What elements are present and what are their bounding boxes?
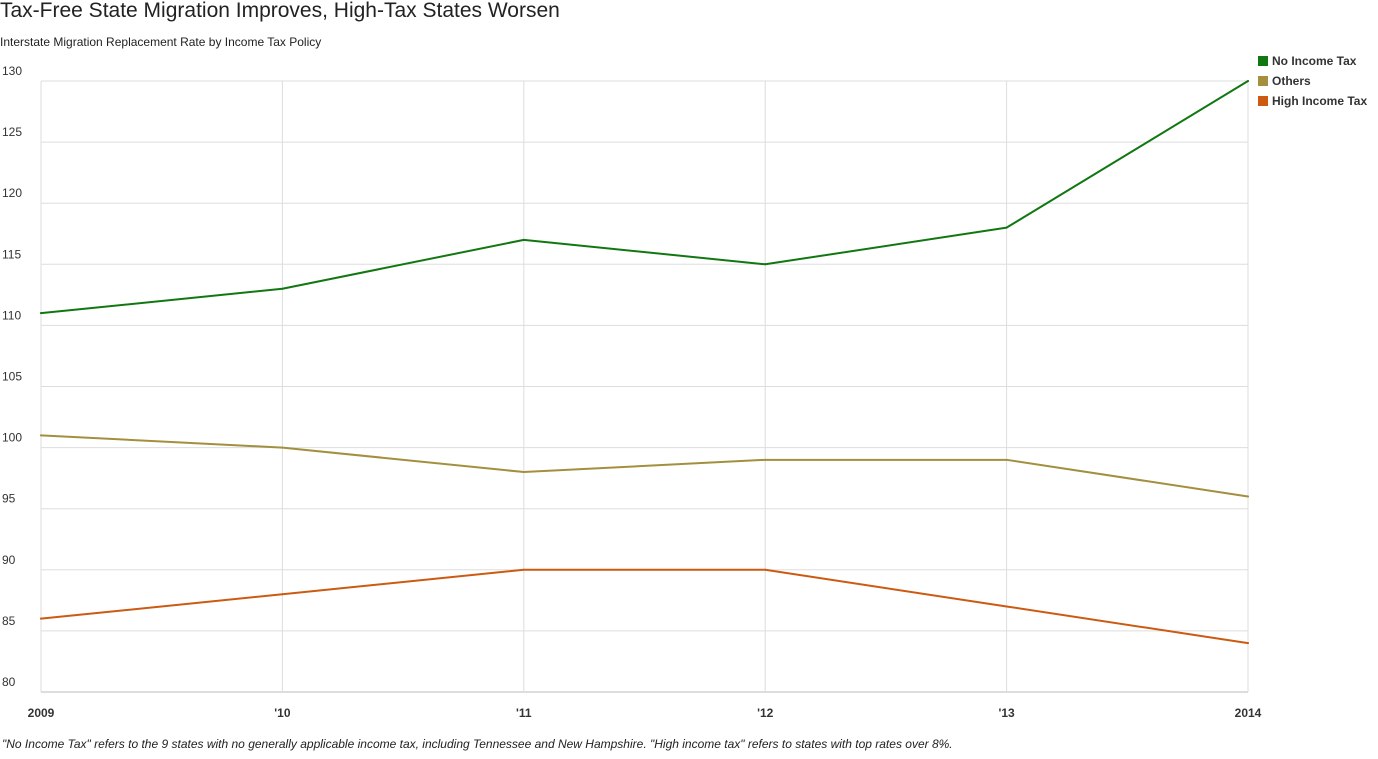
y-tick-label-120: 120 (2, 186, 22, 200)
legend-label-no-income-tax: No Income Tax (1272, 54, 1357, 68)
data-point-high-income-tax-2009 (40, 617, 42, 620)
series-line-high-income-tax (40, 568, 1249, 645)
x-tick-label-2013: '13 (998, 706, 1015, 720)
data-point-others-2009 (40, 434, 42, 437)
data-point-no-income-tax-2009 (40, 312, 42, 315)
data-point-high-income-tax-2010 (281, 593, 284, 596)
data-point-high-income-tax-2014 (1247, 642, 1249, 645)
legend-swatch-high-income-tax (1258, 96, 1268, 106)
legend-label-others: Others (1272, 74, 1311, 88)
y-tick-label-105: 105 (2, 370, 22, 384)
data-point-others-2011 (522, 471, 525, 474)
chart-footnote: "No Income Tax" refers to the 9 states w… (2, 737, 953, 751)
series-line-others (40, 434, 1249, 498)
data-point-high-income-tax-2013 (1005, 605, 1008, 608)
y-tick-label-95: 95 (2, 492, 16, 506)
data-point-no-income-tax-2012 (764, 263, 767, 266)
y-tick-label-130: 130 (2, 64, 22, 78)
data-point-no-income-tax-2010 (281, 287, 284, 290)
series-line-no-income-tax (40, 80, 1249, 315)
y-tick-label-90: 90 (2, 553, 16, 567)
x-tick-label-2011: '11 (516, 706, 532, 720)
chart-legend: No Income Tax Others High Income Tax (1258, 51, 1367, 111)
y-tick-label-115: 115 (2, 247, 21, 261)
y-tick-label-85: 85 (2, 614, 16, 628)
legend-swatch-no-income-tax (1258, 56, 1268, 66)
data-point-no-income-tax-2013 (1005, 226, 1008, 229)
data-point-others-2010 (281, 446, 284, 449)
x-tick-label-2012: '12 (757, 706, 774, 720)
y-tick-label-110: 110 (2, 308, 21, 322)
y-tick-label-125: 125 (2, 125, 22, 139)
data-point-no-income-tax-2014 (1247, 80, 1249, 82)
x-tick-label-2010: '10 (274, 706, 291, 720)
data-point-others-2014 (1247, 495, 1249, 498)
data-point-high-income-tax-2011 (522, 568, 525, 571)
x-tick-label-2009: 2009 (28, 706, 55, 720)
y-tick-label-100: 100 (2, 431, 22, 445)
legend-item-high-income-tax[interactable]: High Income Tax (1258, 91, 1367, 111)
legend-swatch-others (1258, 76, 1268, 86)
legend-item-no-income-tax[interactable]: No Income Tax (1258, 51, 1367, 71)
x-tick-label-2014: 2014 (1235, 706, 1262, 720)
data-point-high-income-tax-2012 (764, 568, 767, 571)
legend-item-others[interactable]: Others (1258, 71, 1367, 91)
y-tick-label-80: 80 (2, 675, 16, 689)
chart-title: Tax-Free State Migration Improves, High-… (0, 0, 560, 22)
grid (40, 80, 1249, 693)
data-point-others-2012 (764, 458, 767, 461)
data-point-others-2013 (1005, 458, 1008, 461)
legend-label-high-income-tax: High Income Tax (1272, 94, 1368, 108)
data-point-no-income-tax-2011 (522, 238, 525, 241)
chart-subtitle: Interstate Migration Replacement Rate by… (0, 35, 322, 49)
